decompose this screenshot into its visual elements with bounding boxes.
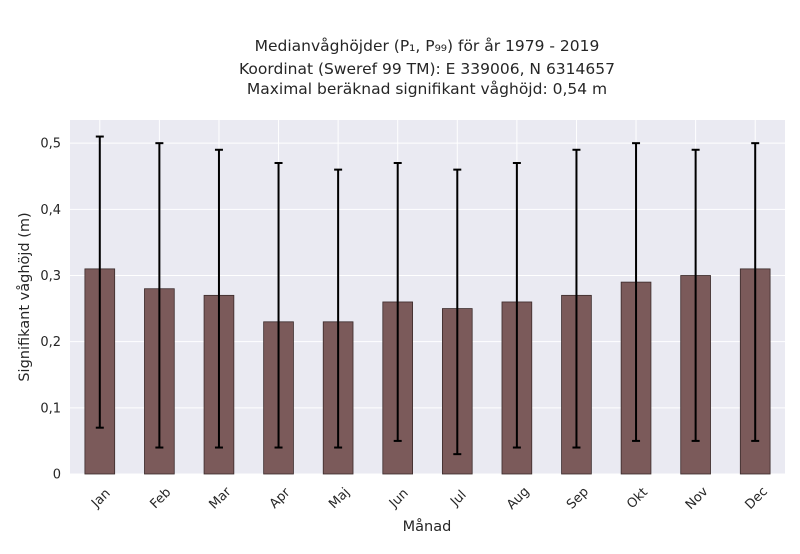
x-tick-label-jan: Jan — [88, 486, 113, 511]
x-tick-label-maj: Maj — [326, 485, 353, 512]
x-tick-label-jul: Jul — [447, 488, 469, 510]
chart-title-line-3: Maximal beräknad signifikant våghöjd: 0,… — [247, 80, 607, 98]
x-tick-label-nov: Nov — [683, 484, 712, 513]
x-tick-label-sep: Sep — [564, 485, 592, 513]
chart-title: Medianvåghöjder (P₁, P₉₉) för år 1979 - … — [239, 37, 615, 98]
y-tick-label: 0,5 — [40, 137, 61, 152]
y-tick-label: 0,2 — [40, 335, 61, 350]
x-axis-label: Månad — [403, 518, 452, 535]
y-axis-label: Signifikant våghöjd (m) — [16, 212, 33, 381]
y-tick-label: 0,1 — [40, 401, 61, 416]
error-bars — [95, 135, 760, 456]
x-tick-label-jun: Jun — [386, 486, 412, 512]
x-axis-ticks: Jan Feb Mar Apr Maj Jun Jul Aug Sep Okt Nov Dec — [88, 484, 771, 513]
x-tick-label-aug: Aug — [504, 484, 533, 513]
plot-area — [70, 120, 785, 474]
x-tick-label-apr: Apr — [267, 485, 294, 512]
x-tick-label-dec: Dec — [743, 484, 771, 512]
y-axis-ticks: 0 0,1 0,2 0,3 0,4 0,5 — [40, 137, 61, 483]
y-tick-label: 0 — [53, 468, 61, 483]
chart-title-line-2: Koordinat (Sweref 99 TM): E 339006, N 63… — [239, 60, 615, 78]
y-tick-label: 0,4 — [40, 203, 61, 218]
x-tick-label-feb: Feb — [147, 485, 174, 512]
x-tick-label-mar: Mar — [207, 484, 235, 512]
y-tick-label: 0,3 — [40, 269, 61, 284]
chart-title-line-1: Medianvåghöjder (P₁, P₉₉) för år 1979 - … — [255, 37, 600, 55]
x-tick-label-okt: Okt — [624, 485, 651, 512]
